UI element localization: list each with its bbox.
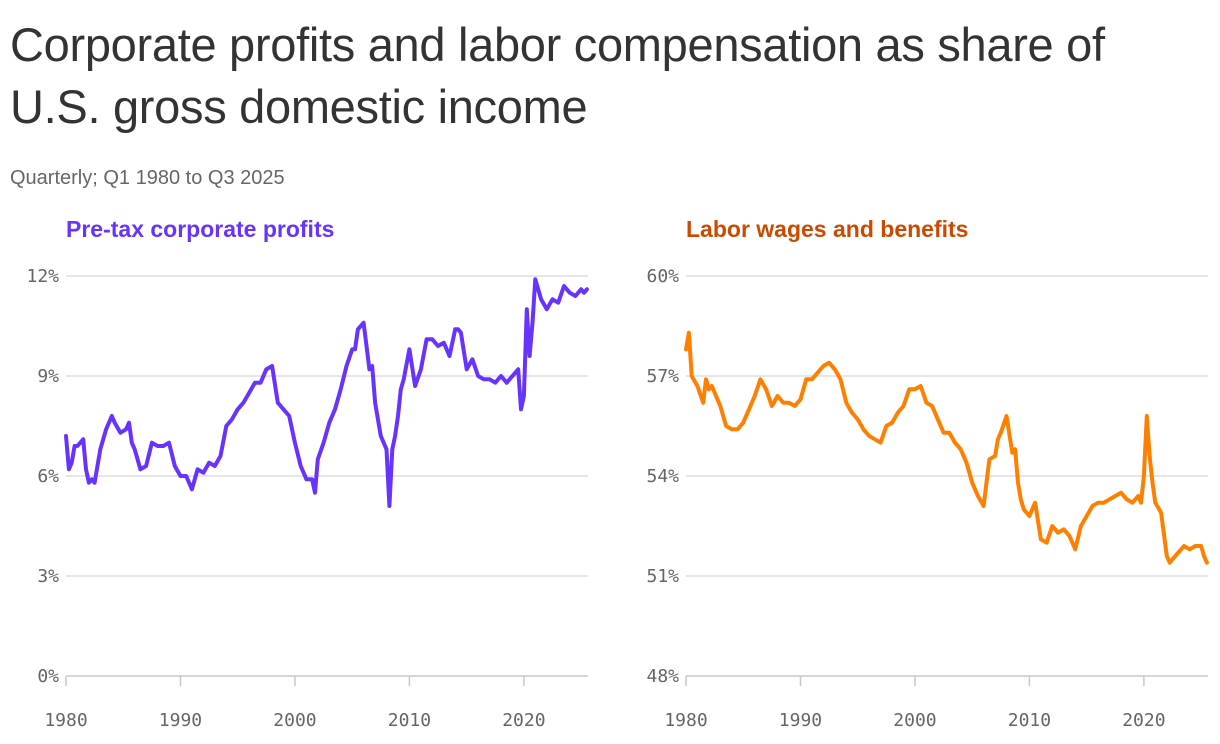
x-tick-label: 1990 <box>779 710 822 731</box>
y-tick-label: 9% <box>37 366 59 387</box>
x-tick-label: 1990 <box>159 710 202 731</box>
chart-subtitle: Quarterly; Q1 1980 to Q3 2025 <box>10 167 285 189</box>
panel-title-labor: Labor wages and benefits <box>686 216 969 242</box>
y-tick-label: 12% <box>26 266 59 287</box>
panel-title-profits: Pre-tax corporate profits <box>66 216 335 242</box>
y-tick-label: 0% <box>37 666 59 687</box>
x-tick-label: 2000 <box>273 710 316 731</box>
x-tick-label: 2000 <box>893 710 936 731</box>
y-tick-label: 54% <box>646 466 679 487</box>
y-tick-label: 3% <box>37 566 59 587</box>
x-tick-label: 2010 <box>388 710 431 731</box>
chart-title: Corporate profits and labor compensation… <box>10 18 1105 133</box>
y-tick-label: 6% <box>37 466 59 487</box>
series-line <box>64 277 589 508</box>
y-tick-label: 51% <box>646 566 679 587</box>
x-tick-label: 1980 <box>664 710 707 731</box>
x-tick-label: 2020 <box>502 710 545 731</box>
y-tick-label: 60% <box>646 266 679 287</box>
x-tick-label: 2010 <box>1008 710 1051 731</box>
series-line <box>684 330 1209 565</box>
x-tick-label: 1980 <box>44 710 87 731</box>
y-tick-label: 57% <box>646 366 679 387</box>
x-tick-label: 2020 <box>1122 710 1165 731</box>
y-tick-label: 48% <box>646 666 679 687</box>
